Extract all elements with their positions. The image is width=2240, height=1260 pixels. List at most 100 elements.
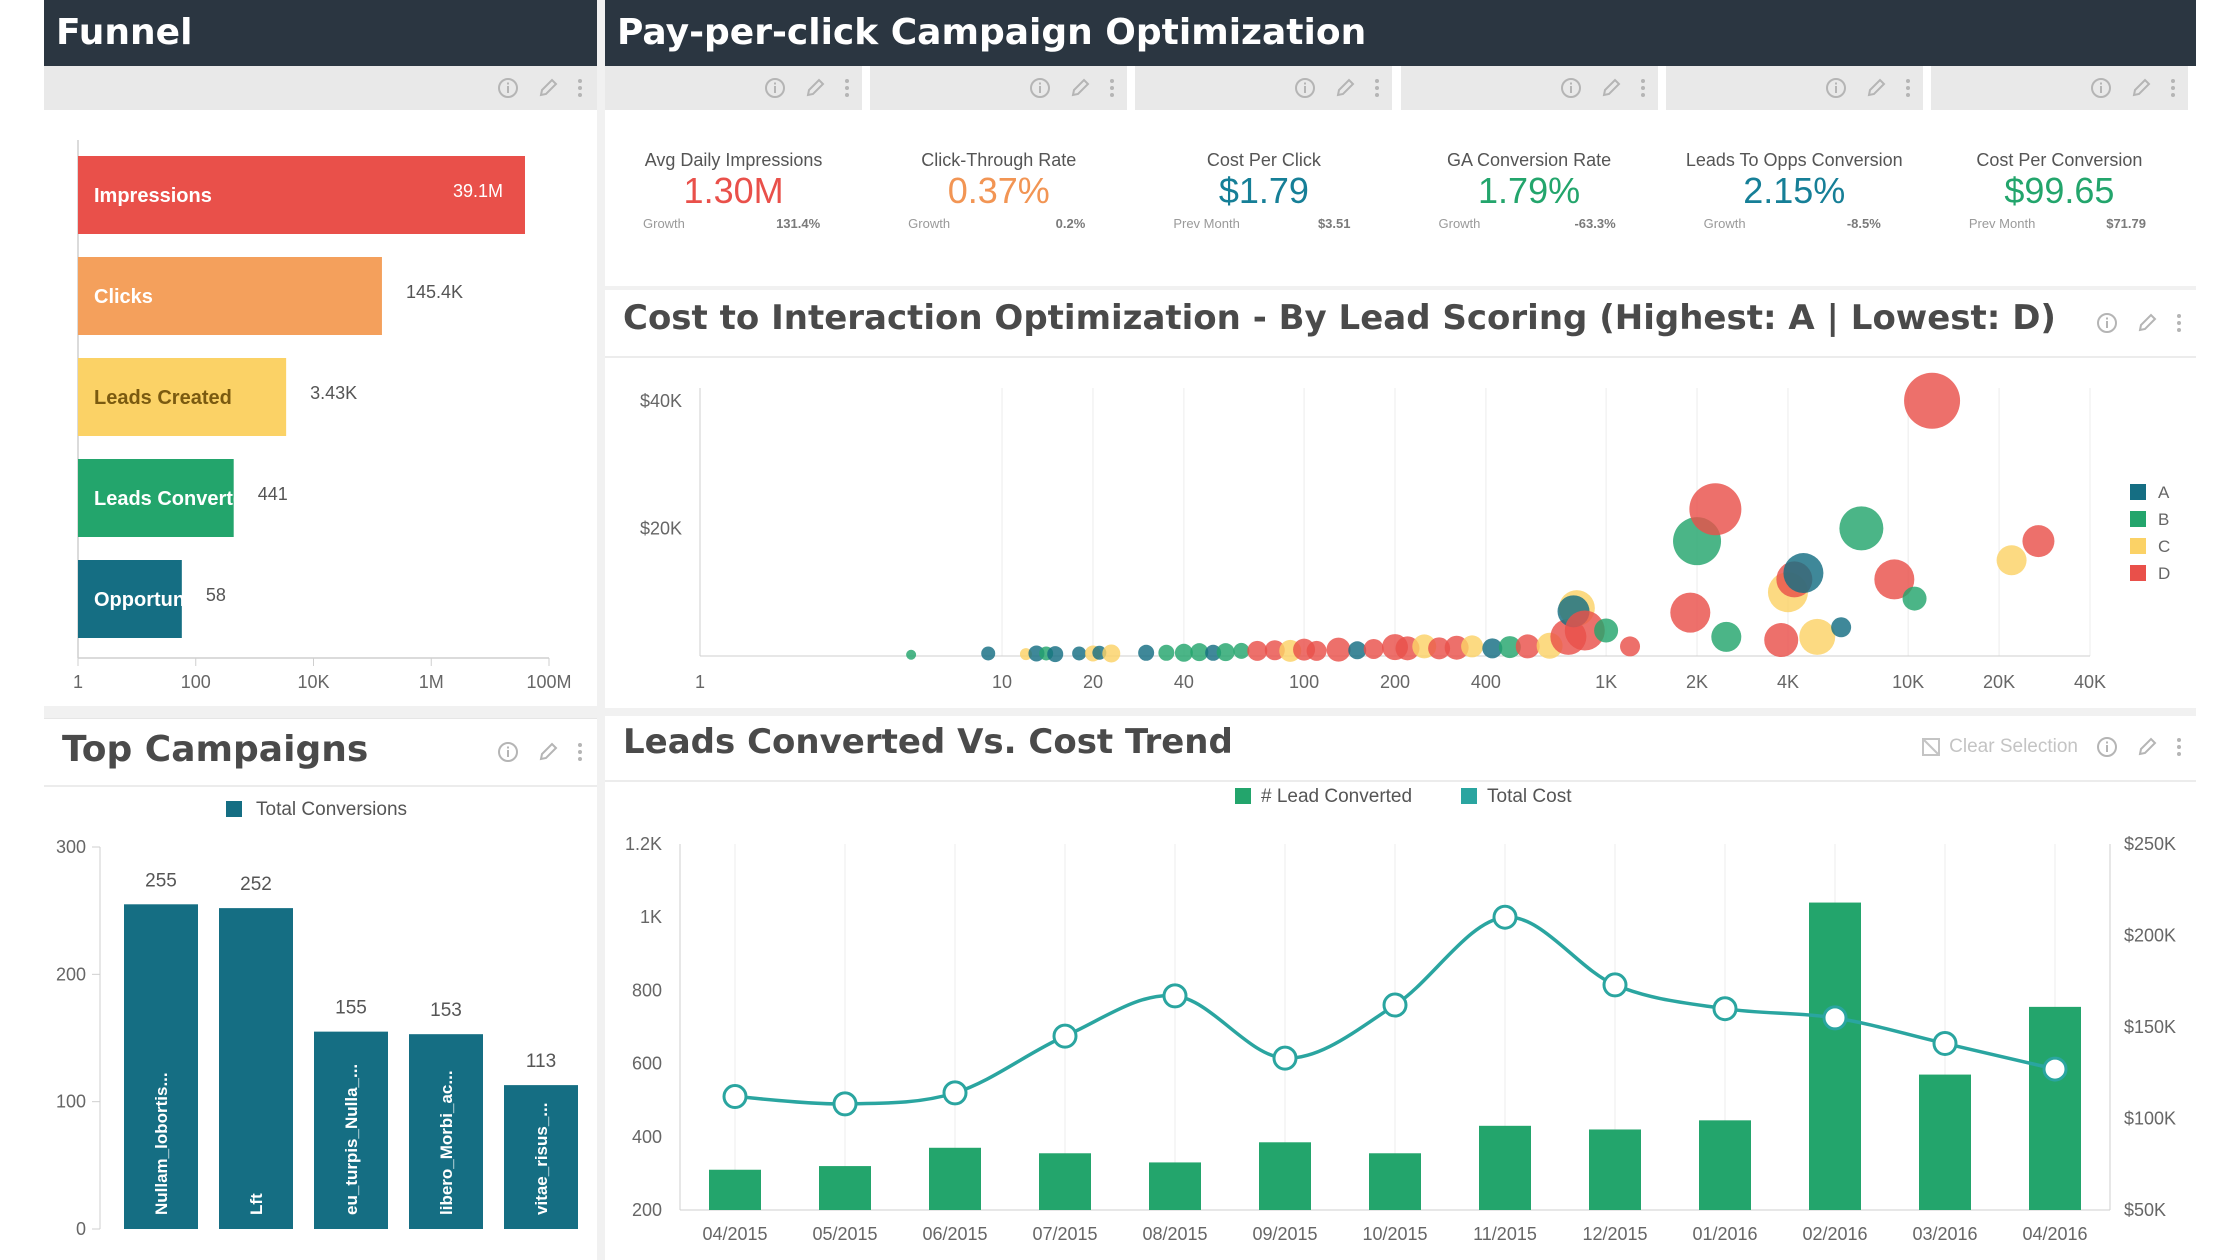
more-icon[interactable] (1905, 77, 1911, 99)
y-tick-label: 300 (56, 837, 86, 857)
info-icon[interactable] (1029, 77, 1051, 99)
scatter-point (1216, 643, 1235, 662)
funnel-bar-value: 3.43K (310, 383, 357, 403)
scatter-point (1190, 643, 1209, 662)
info-icon[interactable] (1825, 77, 1847, 99)
kpi-sub-label: Prev Month (1173, 216, 1240, 231)
kpi-sub-value: 0.2% (1055, 216, 1086, 231)
kpi-card[interactable]: Avg Daily Impressions 1.30M Growth 131.4% (605, 66, 863, 288)
campaign-bar (219, 908, 293, 1229)
campaign-bar-value: 153 (430, 1000, 462, 1021)
scatter-point (1689, 483, 1742, 536)
trend-point (1712, 996, 1738, 1022)
info-icon[interactable] (2096, 736, 2118, 758)
scatter-point (1326, 637, 1351, 662)
y-tick-label-right: $200K (2124, 926, 2176, 946)
kpi-sub-label: Growth (1438, 216, 1481, 231)
kpi-toolbar (1665, 66, 1923, 110)
scatter-point (1874, 559, 1915, 600)
scatter-point (1047, 646, 1064, 663)
info-icon[interactable] (497, 77, 519, 99)
trend-bar (2029, 1006, 2081, 1210)
more-icon[interactable] (1109, 77, 1115, 99)
funnel-svg: 1 100 10K 1M 100M Impressions 39.1M Clicks 145.4… (73, 140, 572, 692)
kpi-title: Cost Per Click (1206, 150, 1321, 170)
more-icon[interactable] (577, 77, 583, 99)
y-tick-label-left: 800 (632, 980, 662, 1000)
kpi-sub-value: -63.3% (1574, 216, 1616, 231)
legend-label: Total Cost (1487, 786, 1572, 807)
clear-selection-button[interactable]: Clear Selection (1921, 736, 2078, 758)
kpi-sub-value: $71.79 (2106, 216, 2146, 231)
column-gap (597, 0, 605, 1260)
more-icon[interactable] (844, 77, 850, 99)
panel-gap (44, 706, 597, 718)
x-tick-label: 400 (1471, 672, 1501, 692)
trend-bar (1149, 1162, 1201, 1210)
ppc-title: Pay-per-click Campaign Optimization (617, 12, 1367, 53)
pencil-icon[interactable] (1600, 77, 1622, 99)
trend-bar (819, 1166, 871, 1210)
pencil-icon[interactable] (1069, 77, 1091, 99)
scatter-point (1564, 610, 1605, 651)
pencil-icon[interactable] (1334, 77, 1356, 99)
more-icon[interactable] (577, 741, 583, 763)
info-icon[interactable] (764, 77, 786, 99)
funnel-chart: 1 100 10K 1M 100M Impressions 39.1M Clicks 145.4… (44, 110, 597, 710)
trend-point (2042, 1056, 2068, 1082)
scatter-point (981, 646, 996, 661)
scatter-point (1348, 641, 1367, 660)
kpi-card[interactable]: Leads To Opps Conversion 2.15% Growth -8.5% (1665, 66, 1923, 288)
clear-selection-label: Clear Selection (1949, 736, 2078, 757)
scatter-point (1428, 637, 1451, 660)
scatter-point (1205, 644, 1222, 661)
pencil-icon[interactable] (537, 77, 559, 99)
kpi-card[interactable]: Cost Per Click $1.79 Prev Month $3.51 (1135, 66, 1393, 288)
divider (605, 780, 2196, 782)
more-icon[interactable] (2170, 77, 2176, 99)
kpi-card[interactable]: GA Conversion Rate 1.79% Growth -63.3% (1400, 66, 1658, 288)
more-icon[interactable] (2176, 736, 2182, 758)
trend-panel: Leads Converted Vs. Cost Trend Clear Sel… (605, 716, 2196, 1260)
pencil-icon[interactable] (804, 77, 826, 99)
x-tick-label: 02/2016 (1802, 1224, 1867, 1244)
scatter-point (1482, 638, 1503, 659)
info-icon[interactable] (2090, 77, 2112, 99)
more-icon[interactable] (1640, 77, 1646, 99)
info-icon[interactable] (1560, 77, 1582, 99)
legend-swatch (2130, 538, 2146, 554)
pencil-icon[interactable] (2136, 736, 2158, 758)
x-tick-label: 12/2015 (1582, 1224, 1647, 1244)
scatter-panel: Cost to Interaction Optimization - By Le… (605, 290, 2196, 708)
scatter-point (1102, 644, 1121, 663)
kpi-row: Avg Daily Impressions 1.30M Growth 131.4% Cl… (605, 66, 2196, 288)
more-icon[interactable] (1374, 77, 1380, 99)
info-icon[interactable] (497, 741, 519, 763)
x-tick-label: 100M (526, 672, 571, 692)
pencil-icon[interactable] (537, 741, 559, 763)
funnel-bar-value: 145.4K (406, 282, 463, 302)
top-campaigns-title: Top Campaigns (62, 729, 369, 770)
pencil-icon[interactable] (1865, 77, 1887, 99)
info-icon[interactable] (2096, 312, 2118, 334)
more-icon[interactable] (2176, 312, 2182, 334)
pencil-icon[interactable] (2136, 312, 2158, 334)
scatter-point (1363, 638, 1384, 659)
x-tick-label: 20 (1083, 672, 1103, 692)
divider (605, 356, 2196, 358)
x-tick-label: 03/2016 (1912, 1224, 1977, 1244)
kpi-card[interactable]: Cost Per Conversion $99.65 Prev Month $71.7… (1930, 66, 2188, 288)
trend-point (942, 1080, 968, 1106)
scatter-point (1831, 617, 1852, 638)
kpi-card[interactable]: Click-Through Rate 0.37% Growth 0.2% (870, 66, 1128, 288)
scatter-title: Cost to Interaction Optimization - By Le… (623, 298, 2056, 338)
pencil-icon[interactable] (2130, 77, 2152, 99)
trend-bar (709, 1169, 761, 1210)
kpi-title: Leads To Opps Conversion (1685, 150, 1903, 170)
info-icon[interactable] (1294, 77, 1316, 99)
campaign-bar-value: 255 (145, 870, 177, 891)
x-tick-label: 11/2015 (1473, 1224, 1537, 1244)
campaign-bar-value: 252 (240, 874, 272, 895)
funnel-bar-value: 441 (258, 484, 288, 504)
kpi-sub-value: 131.4% (776, 216, 821, 231)
